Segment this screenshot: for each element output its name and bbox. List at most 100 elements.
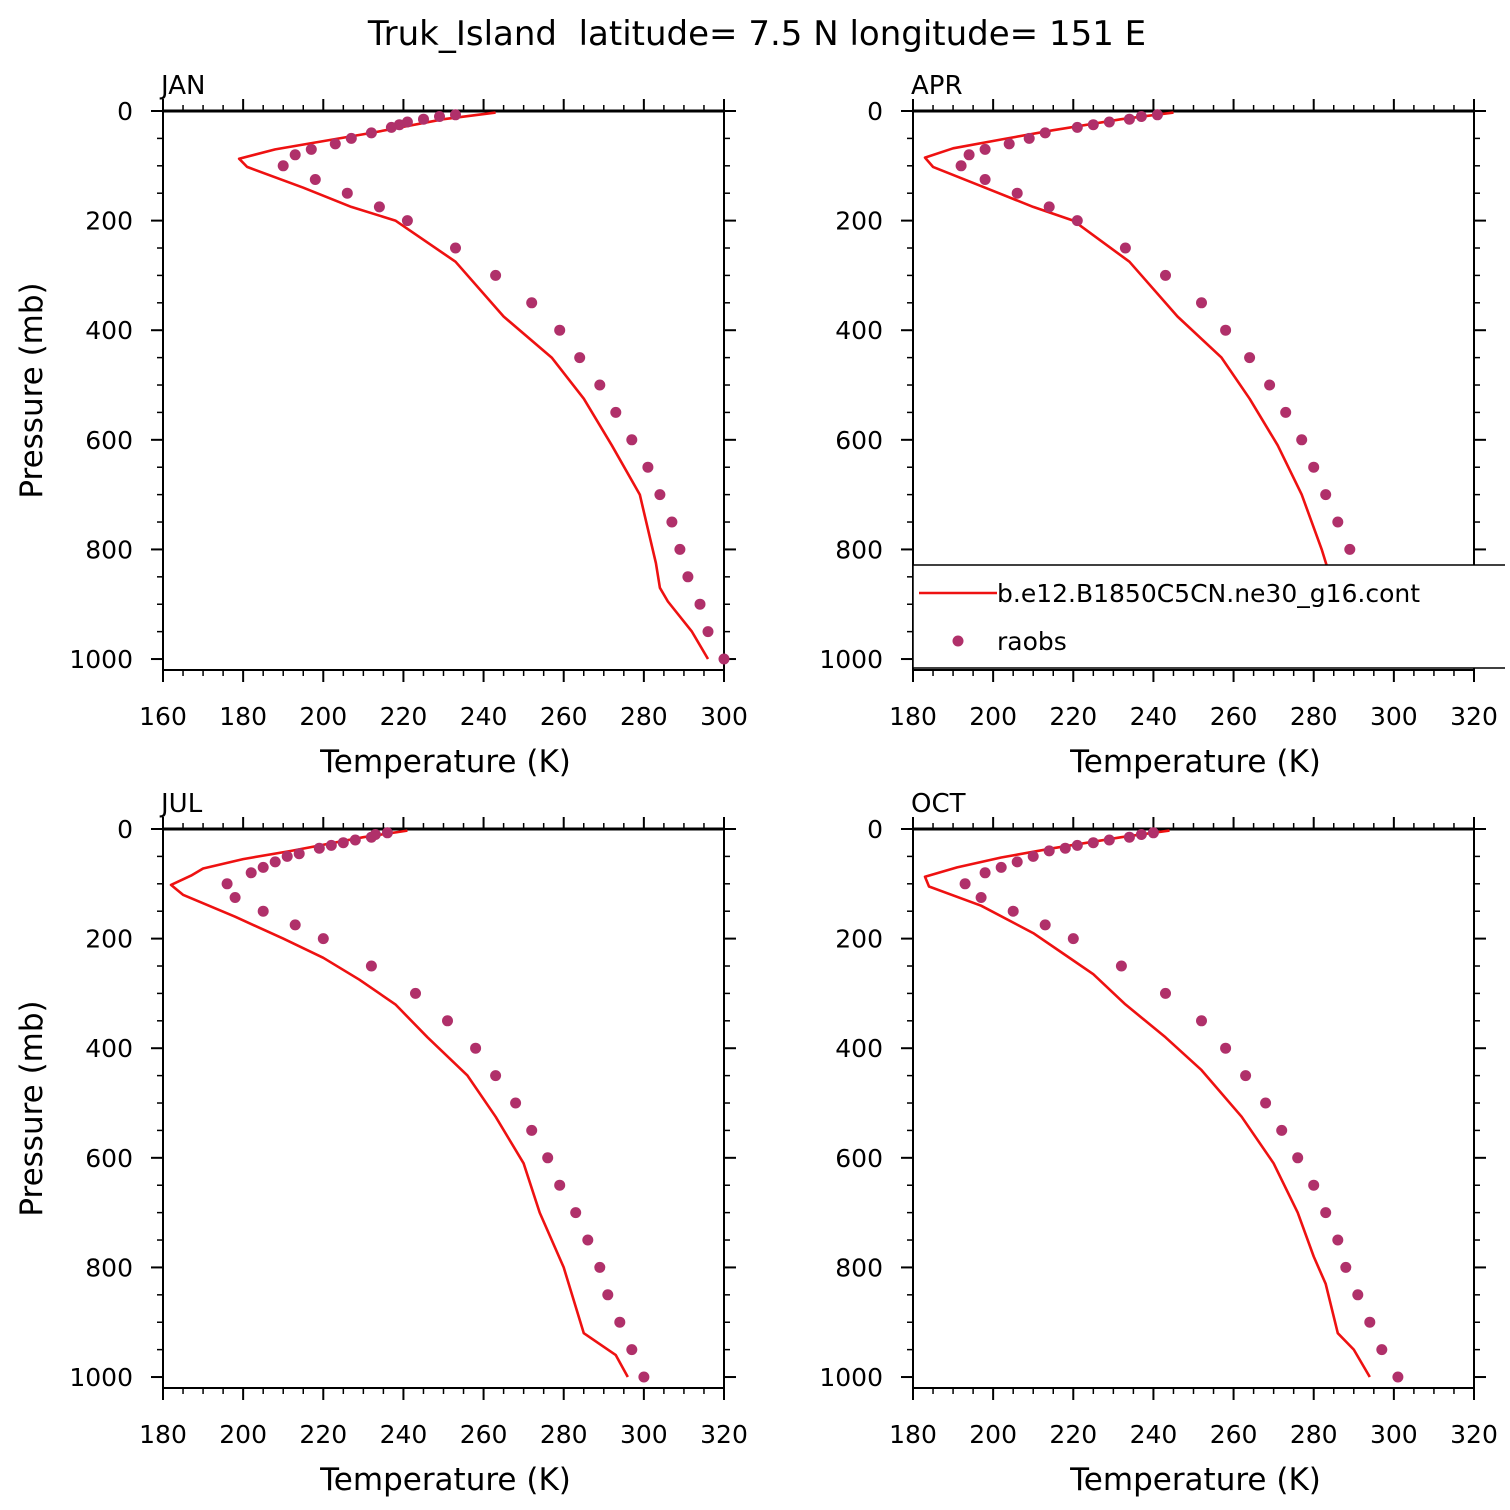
raobs-point xyxy=(257,861,269,873)
raobs-point xyxy=(490,1070,502,1082)
raobs-point xyxy=(1123,113,1135,125)
raobs-point xyxy=(1220,324,1232,336)
raobs-point xyxy=(410,987,421,999)
raobs-point xyxy=(450,109,461,121)
x-tick-label: 200 xyxy=(299,702,347,731)
panel-apr: APR 180 200 220 240 260 280 300 320 0 200 400 600 800… xyxy=(819,71,1497,780)
y-tick-label: 400 xyxy=(835,1034,883,1063)
raobs-point xyxy=(229,892,241,903)
raobs-point xyxy=(309,174,321,185)
raobs-point xyxy=(1087,837,1099,849)
x-tick-label: 260 xyxy=(460,1420,508,1449)
raobs-point xyxy=(654,489,666,501)
x-tick-label: 240 xyxy=(460,702,508,731)
raobs-point xyxy=(979,174,991,185)
series-raobs xyxy=(277,109,730,665)
y-tick-label: 200 xyxy=(85,207,133,236)
raobs-point xyxy=(979,867,991,879)
raobs-point xyxy=(1071,839,1083,851)
series-model xyxy=(923,111,1379,660)
legend-marker-swatch xyxy=(952,635,964,647)
x-tick-label: 280 xyxy=(540,1420,588,1449)
raobs-point xyxy=(1344,543,1356,555)
raobs-point xyxy=(1011,856,1023,868)
raobs-point xyxy=(1067,933,1079,945)
raobs-point xyxy=(1364,1316,1376,1328)
x-tick-label: 200 xyxy=(969,702,1017,731)
y-tick-label: 1000 xyxy=(819,1363,883,1392)
raobs-point xyxy=(526,297,538,309)
series-raobs xyxy=(955,109,1404,665)
x-tick-label: 220 xyxy=(1049,702,1097,731)
x-tick-label: 180 xyxy=(219,702,267,731)
raobs-point xyxy=(1119,242,1131,254)
raobs-point xyxy=(442,1015,453,1027)
raobs-point xyxy=(329,138,341,150)
y-tick-label: 200 xyxy=(835,925,883,954)
raobs-point xyxy=(1352,1289,1364,1301)
raobs-point xyxy=(325,839,337,851)
raobs-point xyxy=(666,516,678,528)
raobs-point xyxy=(1160,269,1171,281)
x-tick-label: 240 xyxy=(1130,1420,1178,1449)
raobs-point xyxy=(1039,919,1051,931)
raobs-point xyxy=(718,653,730,665)
model-line xyxy=(923,111,1379,660)
raobs-point xyxy=(470,1042,482,1054)
raobs-point xyxy=(626,434,638,446)
x-tick-label: 320 xyxy=(1450,1420,1498,1449)
y-tick-label: 400 xyxy=(85,316,133,345)
x-axis-title: Temperature (K) xyxy=(1069,744,1321,780)
y-tick-label: 200 xyxy=(85,925,133,954)
y-tick-label: 0 xyxy=(117,815,133,844)
raobs-point xyxy=(594,1261,606,1273)
series-raobs xyxy=(221,827,650,1383)
raobs-point xyxy=(1160,987,1171,999)
raobs-point xyxy=(1308,461,1320,473)
raobs-point xyxy=(1340,1261,1352,1273)
raobs-point xyxy=(602,1289,614,1301)
raobs-point xyxy=(269,856,281,868)
x-tick-label: 300 xyxy=(700,702,748,731)
raobs-point xyxy=(1296,434,1308,446)
raobs-point xyxy=(1240,1070,1252,1082)
raobs-point xyxy=(1376,1344,1388,1356)
raobs-point xyxy=(221,878,233,890)
raobs-point xyxy=(1244,352,1256,364)
raobs-point xyxy=(594,379,606,391)
x-tick-label: 260 xyxy=(540,702,588,731)
raobs-point xyxy=(702,626,714,638)
x-tick-label: 260 xyxy=(1210,1420,1258,1449)
y-tick-label: 1000 xyxy=(819,645,883,674)
raobs-point xyxy=(281,850,293,862)
legend-label: b.e12.B1850C5CN.ne30_g16.cont xyxy=(997,579,1420,608)
raobs-point xyxy=(1320,489,1332,501)
raobs-point xyxy=(381,827,393,839)
y-tick-label: 800 xyxy=(835,1253,883,1282)
raobs-point xyxy=(582,1234,594,1246)
raobs-point xyxy=(317,933,329,945)
x-tick-label: 220 xyxy=(1049,1420,1097,1449)
x-tick-label: 220 xyxy=(299,1420,347,1449)
raobs-point xyxy=(313,842,325,854)
raobs-point xyxy=(345,132,357,144)
raobs-point xyxy=(1007,905,1019,917)
raobs-point xyxy=(1196,297,1207,309)
y-tick-label: 200 xyxy=(835,207,883,236)
y-tick-label: 600 xyxy=(85,1144,133,1173)
raobs-point xyxy=(337,837,349,849)
x-tick-label: 220 xyxy=(380,702,428,731)
raobs-point xyxy=(1260,1097,1272,1109)
raobs-point xyxy=(245,867,257,879)
raobs-point xyxy=(1059,842,1071,854)
y-tick-label: 1000 xyxy=(69,645,133,674)
raobs-point xyxy=(1276,1124,1288,1136)
y-tick-label: 1000 xyxy=(69,1363,133,1392)
raobs-point xyxy=(554,1179,566,1191)
raobs-point xyxy=(638,1371,650,1383)
x-tick-label: 240 xyxy=(1130,702,1178,731)
y-tick-label: 800 xyxy=(85,535,133,564)
x-tick-label: 320 xyxy=(700,1420,748,1449)
raobs-point xyxy=(626,1344,638,1356)
